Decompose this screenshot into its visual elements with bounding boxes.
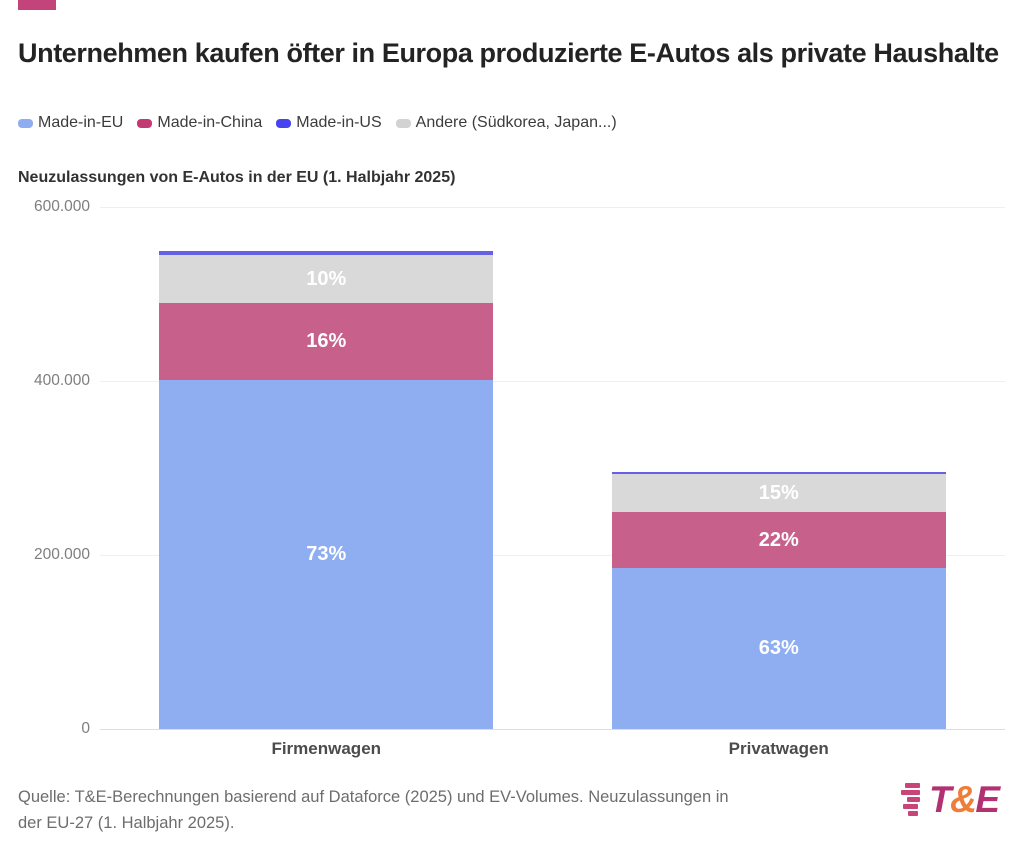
segment-made-in-china-privatwagen[interactable]: 22% [611,512,946,569]
segment-label-made-in-china-firmenwagen: 16% [306,329,347,352]
source-note: Quelle: T&E-Berechnungen basierend auf D… [18,785,729,836]
logo-ampersand: & [950,779,977,820]
source-line-1: Quelle: T&E-Berechnungen basierend auf D… [18,788,729,806]
segment-made-in-us-firmenwagen[interactable] [159,250,494,256]
legend-label-made-in-eu: Made-in-EU [38,114,124,131]
segment-made-in-eu-firmenwagen[interactable]: 73% [159,379,494,729]
y-tick-label-0: 0 [81,720,90,737]
segment-andere-privatwagen[interactable]: 15% [611,473,946,513]
segment-andere-firmenwagen[interactable]: 10% [159,255,494,304]
source-line-2: der EU-27 (1. Halbjahr 2025). [18,813,235,832]
logo-text: T&E [929,779,1000,820]
chart-title: Neuzulassungen von E-Autos in der EU (1.… [18,169,456,186]
segment-label-andere-privatwagen: 15% [758,481,799,504]
y-tick-label-200.000: 200.000 [33,546,90,563]
y-tick-label-400.000: 400.000 [33,372,90,389]
legend-item-made-in-eu: Made-in-EU [18,114,123,132]
segment-label-made-in-eu-privatwagen: 63% [758,637,799,660]
legend-item-andere: Andere (Südkorea, Japan...) [395,114,617,132]
page-title: Unternehmen kaufen öfter in Europa produ… [18,38,999,69]
gridline-600.000 [100,207,1005,208]
legend: Made-in-EU Made-in-China Made-in-US Andere … [18,114,617,132]
legend-item-made-in-china: Made-in-China [137,114,262,132]
legend-swatch-made-in-china [137,118,153,128]
y-tick-label-600.000: 600.000 [33,198,90,215]
segment-label-andere-firmenwagen: 10% [306,267,347,290]
segment-made-in-china-firmenwagen[interactable]: 16% [159,303,494,380]
logo-letter-e: E [975,779,1000,820]
brand-mark [18,0,56,10]
gridline-200.000 [100,555,1005,556]
segment-made-in-us-privatwagen[interactable] [611,472,946,474]
logo-letter-t: T [929,779,952,820]
bar-privatwagen: 63% 22% 15% [611,472,946,729]
segment-label-made-in-eu-firmenwagen: 73% [306,542,347,565]
logo-speed-lines-icon [901,783,920,816]
te-logo: T&E [896,779,1000,820]
segment-label-made-in-china-privatwagen: 22% [758,528,799,551]
segment-made-in-eu-privatwagen[interactable]: 63% [611,568,946,729]
gridline-400.000 [100,381,1005,382]
legend-label-made-in-china: Made-in-China [157,114,263,131]
legend-item-made-in-us: Made-in-US [276,114,382,132]
bar-firmenwagen: 73% 16% 10% [159,250,494,729]
legend-label-andere: Andere (Südkorea, Japan...) [415,114,617,131]
gridline-0 [100,729,1005,730]
legend-label-made-in-us: Made-in-US [296,114,382,131]
x-axis-label-privatwagen: Privatwagen [728,739,829,758]
legend-swatch-made-in-eu [18,118,33,128]
legend-swatch-andere [395,118,411,128]
x-axis-label-firmenwagen: Firmenwagen [271,739,382,758]
legend-swatch-made-in-us [276,118,292,128]
